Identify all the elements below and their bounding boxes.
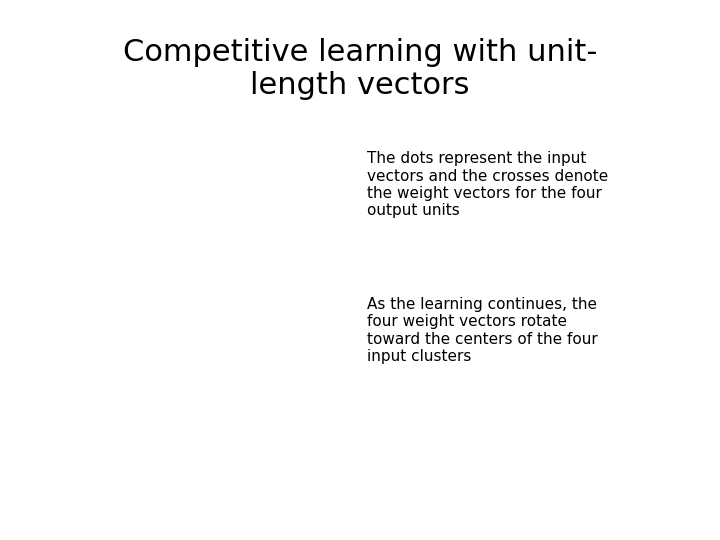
Text: Competitive learning with unit-
length vectors: Competitive learning with unit- length v… bbox=[123, 38, 597, 100]
Text: As the learning continues, the
four weight vectors rotate
toward the centers of : As the learning continues, the four weig… bbox=[367, 297, 598, 364]
Text: The dots represent the input
vectors and the crosses denote
the weight vectors f: The dots represent the input vectors and… bbox=[367, 151, 608, 218]
